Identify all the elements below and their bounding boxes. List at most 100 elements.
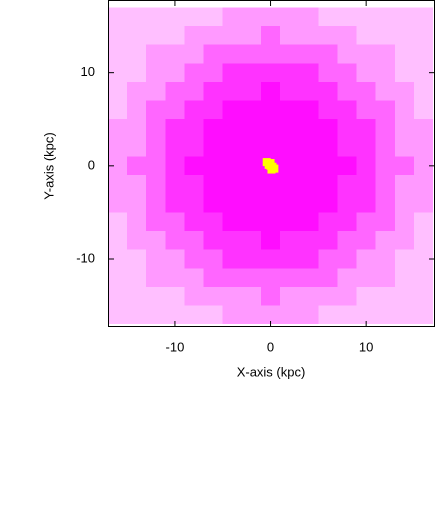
density-cell — [241, 231, 261, 250]
density-cell — [165, 119, 185, 138]
x-axis-label: X-axis (kpc) — [237, 364, 306, 379]
density-cell — [203, 119, 223, 138]
density-cell — [146, 249, 166, 269]
density-cell — [146, 212, 166, 232]
density-cell — [375, 119, 395, 138]
density-cell — [146, 137, 166, 157]
density-cell — [165, 193, 185, 213]
density-cell — [394, 231, 414, 250]
density-cell — [184, 119, 204, 138]
density-cell — [356, 44, 376, 64]
density-cell — [394, 100, 414, 120]
density-cell — [356, 231, 376, 250]
density-cell — [375, 305, 395, 325]
density-cell — [260, 193, 281, 213]
density-cell — [299, 175, 319, 194]
density-cell — [108, 26, 128, 45]
density-cell — [356, 175, 376, 194]
density-cell — [280, 212, 300, 232]
density-cell — [394, 268, 414, 287]
density-cell — [413, 100, 434, 120]
density-cell — [318, 63, 338, 82]
density-cell — [356, 305, 376, 325]
y-tick-label: -10 — [76, 250, 95, 265]
density-cell — [260, 137, 281, 157]
density-cell — [356, 26, 376, 45]
density-cell — [394, 7, 414, 27]
density-cell — [241, 137, 261, 157]
density-cell — [356, 212, 376, 232]
density-cell — [375, 137, 395, 157]
density-cell — [337, 137, 357, 157]
density-cell — [394, 26, 414, 45]
density-cell — [184, 305, 204, 325]
density-cell — [222, 26, 242, 45]
density-cell — [299, 63, 319, 82]
density-cell — [299, 305, 319, 325]
density-cell — [394, 44, 414, 64]
density-cell — [318, 268, 338, 287]
density-cell — [375, 44, 395, 64]
density-cell — [108, 175, 128, 194]
density-cell — [241, 44, 261, 64]
density-cell — [318, 26, 338, 45]
density-cell — [413, 81, 434, 101]
density-cell — [299, 268, 319, 287]
density-cell — [280, 119, 300, 138]
density-cell — [375, 63, 395, 82]
density-cell — [280, 305, 300, 325]
density-cell — [222, 81, 242, 101]
density-cell — [108, 305, 128, 325]
density-cell — [203, 26, 223, 45]
density-cell — [241, 175, 261, 194]
density-cell — [146, 44, 166, 64]
density-cell — [299, 137, 319, 157]
density-cell — [337, 7, 357, 27]
density-cell — [241, 26, 261, 45]
density-cell — [222, 249, 242, 269]
density-cell — [203, 212, 223, 232]
density-cell — [337, 286, 357, 306]
density-cell — [165, 175, 185, 194]
density-cell — [203, 63, 223, 82]
density-cell — [165, 137, 185, 157]
density-cell — [356, 193, 376, 213]
density-cell — [375, 175, 395, 194]
density-cell — [222, 156, 242, 176]
y-axis-label: Y-axis (kpc) — [41, 132, 56, 199]
density-cell — [299, 100, 319, 120]
density-cell — [127, 81, 147, 101]
density-cell — [356, 156, 376, 176]
density-cell — [165, 63, 185, 82]
density-cell — [241, 249, 261, 269]
density-cell — [280, 26, 300, 45]
density-cell — [356, 63, 376, 82]
density-cell — [375, 268, 395, 287]
density-cell — [413, 137, 434, 157]
density-cell — [146, 7, 166, 27]
density-cell — [184, 63, 204, 82]
density-cell — [280, 81, 300, 101]
density-cell — [127, 305, 147, 325]
density-cell — [260, 175, 281, 194]
density-cell — [165, 231, 185, 250]
density-cell — [184, 286, 204, 306]
density-cell — [280, 193, 300, 213]
density-cell — [413, 212, 434, 232]
density-cell — [203, 193, 223, 213]
density-cell — [184, 193, 204, 213]
density-cell — [413, 119, 434, 138]
density-cell — [260, 212, 281, 232]
density-cell — [318, 156, 338, 176]
density-cell — [413, 193, 434, 213]
density-cell — [184, 26, 204, 45]
density-cell — [108, 156, 128, 176]
density-cell — [260, 100, 281, 120]
density-cell — [222, 7, 242, 27]
density-cell — [222, 100, 242, 120]
density-cell — [108, 212, 128, 232]
plot-area — [108, 7, 434, 325]
density-cell — [356, 137, 376, 157]
density-cell — [299, 249, 319, 269]
